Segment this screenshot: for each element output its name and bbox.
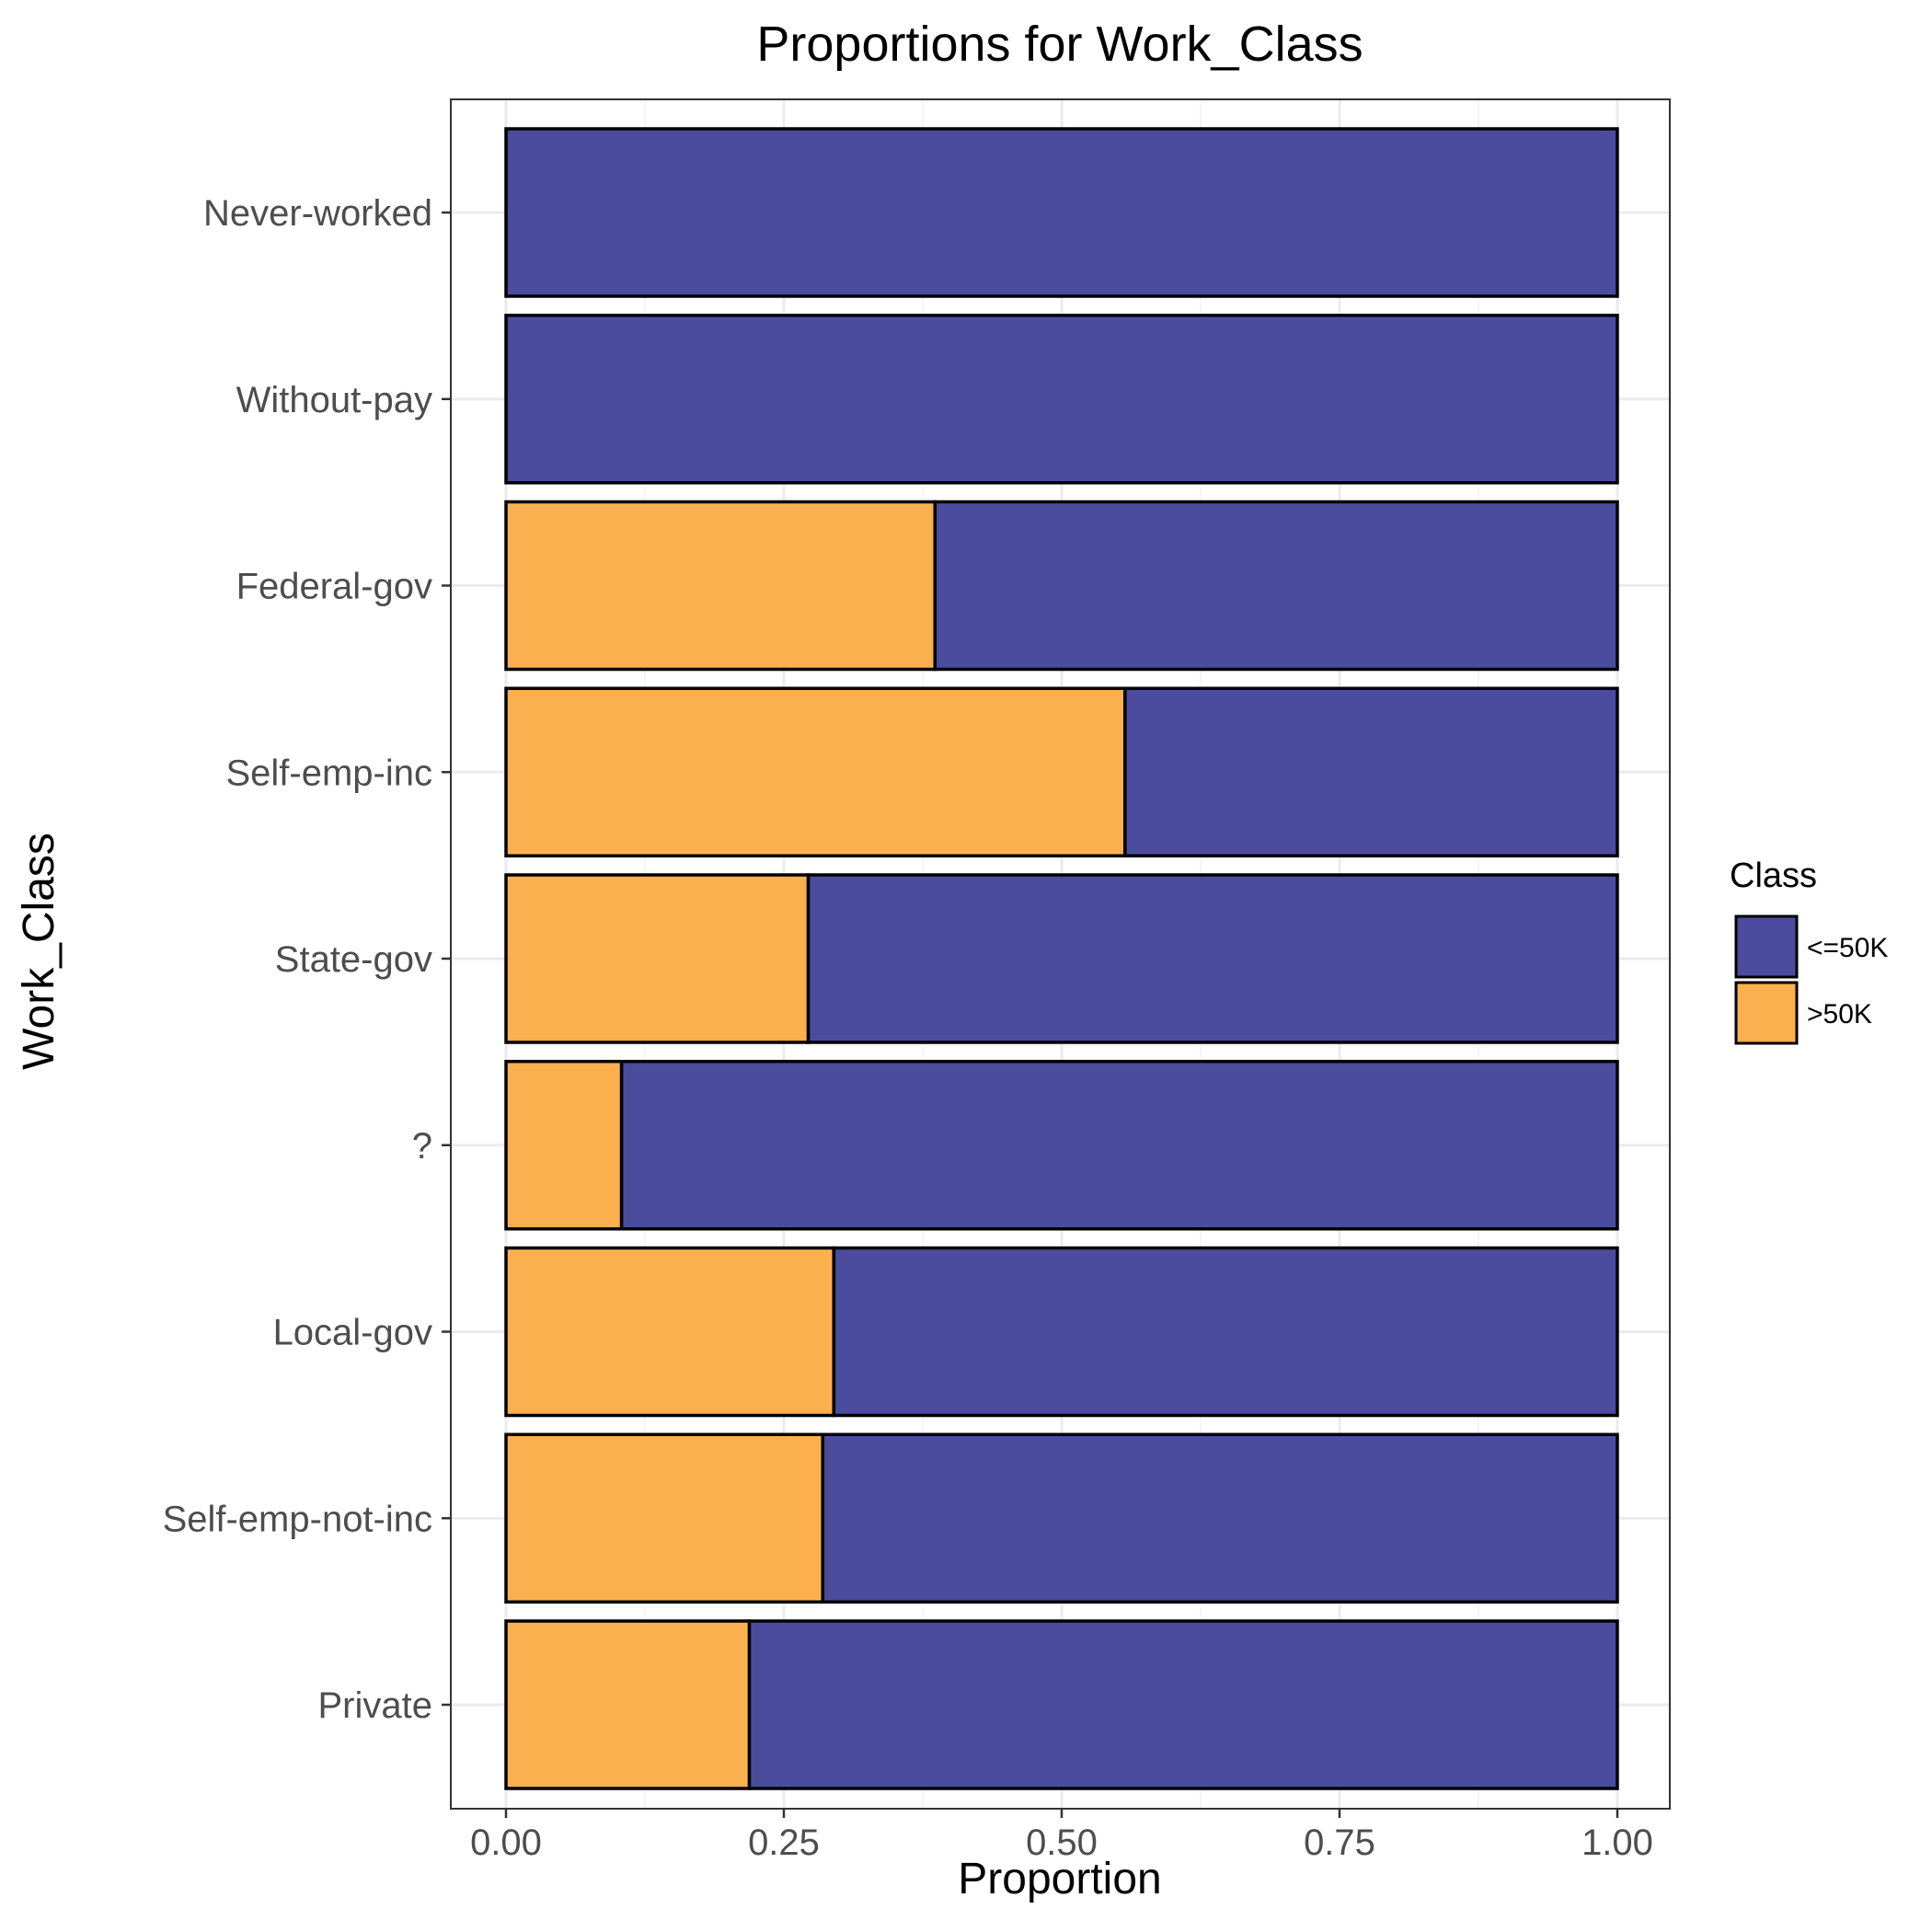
y-axis: Never-worked Without-pay Federal-gov Self-e… — [163, 193, 451, 1726]
legend-key-le50k — [1734, 914, 1799, 979]
bar-le50k-3 — [1123, 686, 1619, 857]
bar-le50k-4 — [806, 873, 1619, 1044]
x-tick-label: 0.75 — [1304, 1823, 1375, 1863]
bar-le50k-5 — [619, 1060, 1619, 1231]
y-tick-label: Federal-gov — [236, 567, 432, 607]
bar-gt50k-8 — [504, 1619, 752, 1790]
bar-gt50k-3 — [504, 686, 1127, 857]
legend-label-gt50k: >50K — [1807, 999, 1872, 1029]
y-tick-label: Self-emp-inc — [225, 753, 432, 793]
x-axis: 0.00 0.25 0.50 0.75 1.00 — [470, 1809, 1653, 1863]
bar-le50k-7 — [821, 1432, 1619, 1604]
x-tick-label: 0.00 — [470, 1823, 542, 1863]
chart-title: Proportions for Work_Class — [756, 17, 1363, 72]
y-tick-label: Never-worked — [203, 193, 432, 234]
y-tick-label: Without-pay — [236, 380, 432, 420]
x-tick-label: 0.25 — [748, 1823, 820, 1863]
x-axis-title: Proportion — [958, 1855, 1161, 1903]
legend: Class <=50K >50K — [1730, 857, 1888, 1045]
y-tick-label: ? — [412, 1126, 432, 1167]
bar-gt50k-6 — [504, 1246, 836, 1418]
y-tick-label: Self-emp-not-inc — [163, 1499, 432, 1539]
bar-gt50k-7 — [504, 1432, 825, 1604]
y-tick-label: Local-gov — [273, 1313, 432, 1353]
bars — [504, 127, 1619, 1790]
bar-le50k-0 — [504, 127, 1619, 298]
y-axis-title: Work_Class — [15, 833, 63, 1070]
y-tick-label: Private — [318, 1685, 433, 1726]
bar-le50k-6 — [832, 1246, 1619, 1418]
legend-label-le50k: <=50K — [1807, 933, 1888, 963]
y-tick-label: State-gov — [275, 939, 432, 980]
legend-title: Class — [1730, 857, 1817, 895]
bar-le50k-8 — [747, 1619, 1619, 1790]
bar-gt50k-2 — [504, 500, 937, 672]
x-tick-label: 0.50 — [1026, 1823, 1098, 1863]
bar-gt50k-4 — [504, 873, 811, 1044]
legend-key-gt50k — [1734, 981, 1799, 1045]
bar-le50k-1 — [504, 314, 1619, 485]
x-tick-label: 1.00 — [1581, 1823, 1653, 1863]
plot-panel-border — [450, 98, 1671, 1810]
bar-le50k-2 — [933, 500, 1619, 672]
bar-gt50k-5 — [504, 1060, 624, 1231]
